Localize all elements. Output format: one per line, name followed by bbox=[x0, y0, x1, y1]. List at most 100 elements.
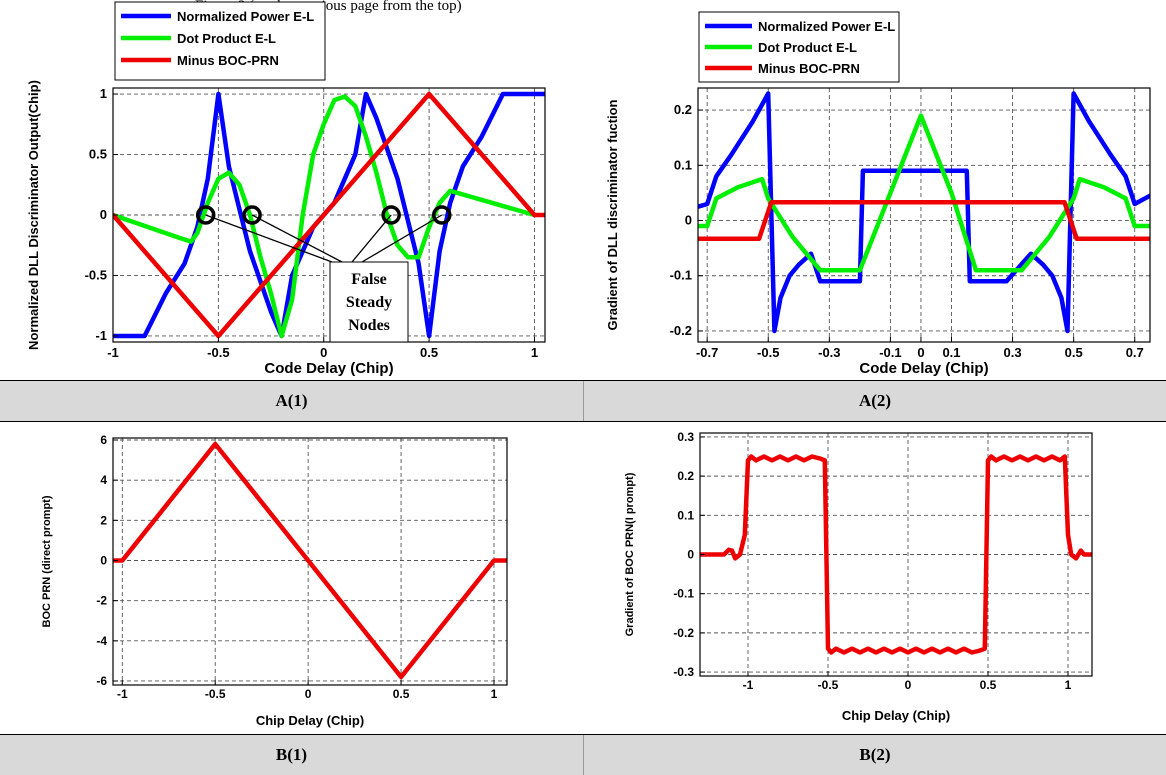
tick-labels: -1 -0.5 0 0.5 1 -1 -0.5 0 0.5 1 bbox=[85, 86, 538, 360]
y-tick-label-1: -0.2 bbox=[673, 626, 694, 640]
caption-b2: B(2) bbox=[859, 745, 891, 764]
x-tick-label-2: -0.3 bbox=[818, 345, 840, 360]
annotation-word-2: Nodes bbox=[348, 317, 390, 334]
annotation-word-1: Steady bbox=[346, 294, 392, 311]
false-steady-nodes-annotation: False Steady Nodes bbox=[195, 205, 452, 343]
chart-b1: -1 -0.5 0 0.5 1 -6 -4 -2 0 2 4 6 Chip Delay (Chip) BO… bbox=[41, 433, 508, 728]
x-tick-label-4: 0 bbox=[917, 345, 924, 360]
series-line-1 bbox=[698, 113, 1150, 273]
marker-leader-1 bbox=[251, 214, 343, 263]
y-tick-label-4: 0.2 bbox=[674, 102, 692, 117]
y-tick-label-3: 0.1 bbox=[674, 157, 692, 172]
tick-labels: -1 -0.5 0 0.5 1 -6 -4 -2 0 2 4 6 bbox=[96, 433, 497, 701]
x-tick-label-3: -0.1 bbox=[879, 345, 901, 360]
caption-b1: B(1) bbox=[275, 745, 308, 764]
row-separator bbox=[0, 421, 1166, 422]
caption-row-a: A(1) A(2) bbox=[0, 380, 1166, 421]
legend: Normalized Power E-L Dot Product E-L Minus… bbox=[114, 1, 326, 81]
x-tick-label-0: -0.7 bbox=[696, 345, 718, 360]
x-tick-label-3: 0.5 bbox=[393, 687, 410, 701]
plot-frame bbox=[112, 437, 508, 686]
legend-entry-1: Dot Product E-L bbox=[177, 31, 276, 46]
x-tick-label-3: 0.5 bbox=[980, 678, 997, 692]
series-line-0 bbox=[113, 441, 507, 680]
series-group bbox=[700, 454, 1092, 655]
x-tick-label-0: -1 bbox=[743, 678, 754, 692]
x-tick-label-8: 0.7 bbox=[1126, 345, 1144, 360]
x-tick-label-2: 0 bbox=[305, 687, 312, 701]
y-tick-label-6: 0.3 bbox=[677, 430, 694, 444]
legend-entry-2: Minus BOC-PRN bbox=[758, 61, 860, 76]
x-tick-label-0: -1 bbox=[117, 687, 128, 701]
y-tick-label-5: 0.2 bbox=[677, 469, 694, 483]
y-axis-label: Gradient of BOC PRN(I prompt) bbox=[624, 472, 636, 636]
caption-a2: A(2) bbox=[858, 391, 892, 410]
y-tick-label-2: 0 bbox=[685, 213, 692, 228]
legend-entry-0: Normalized Power E-L bbox=[177, 9, 314, 24]
x-tick-label-2: 0 bbox=[905, 678, 912, 692]
annotation-word-0: False bbox=[351, 271, 387, 288]
series-line-2 bbox=[113, 91, 545, 339]
y-tick-label-0: -0.3 bbox=[673, 665, 694, 679]
caption-a1: A(1) bbox=[275, 391, 308, 410]
caption-divider bbox=[583, 381, 584, 421]
y-tick-label-2: -2 bbox=[96, 594, 107, 608]
x-axis-label: Chip Delay (Chip) bbox=[842, 708, 950, 723]
legend-entry-2: Minus BOC-PRN bbox=[177, 53, 279, 68]
x-tick-label-7: 0.5 bbox=[1065, 345, 1083, 360]
x-tick-label-0: -1 bbox=[107, 345, 119, 360]
caption-divider bbox=[583, 735, 584, 775]
y-tick-label-4: 1 bbox=[100, 86, 107, 101]
x-tick-label-1: -0.5 bbox=[818, 678, 839, 692]
y-tick-label-0: -1 bbox=[95, 328, 107, 343]
series-line-0 bbox=[698, 91, 1150, 334]
y-tick-label-4: 2 bbox=[100, 513, 107, 527]
false-node-marker-2 bbox=[381, 205, 401, 225]
x-tick-label-1: -0.5 bbox=[205, 687, 226, 701]
legend-entry-1: Dot Product E-L bbox=[758, 40, 857, 55]
y-axis-label: Gradient of DLL discriminator fuction bbox=[605, 100, 620, 331]
x-tick-label-4: 1 bbox=[491, 687, 498, 701]
x-tick-label-3: 0.5 bbox=[420, 345, 438, 360]
false-node-marker-0 bbox=[195, 205, 216, 225]
legend: Normalized Power E-L Dot Product E-L Minus… bbox=[698, 11, 900, 83]
x-tick-label-6: 0.3 bbox=[1004, 345, 1022, 360]
x-axis-label: Chip Delay (Chip) bbox=[256, 713, 364, 728]
y-tick-label-1: -0.1 bbox=[670, 268, 692, 283]
x-tick-label-1: -0.5 bbox=[757, 345, 779, 360]
chart-a2: -0.7 -0.5 -0.3 -0.1 0 0.1 0.3 0.5 0.7 -0.2 -0.1 0 0.… bbox=[605, 11, 1151, 377]
chart-a1: -1 -0.5 0 0.5 1 -1 -0.5 0 0.5 1 Code Delay (Chip) N… bbox=[26, 1, 546, 377]
y-tick-label-0: -0.2 bbox=[670, 323, 692, 338]
tick-labels: -1 -0.5 0 0.5 1 -0.3 -0.2 -0.1 0 0.1 0.2 0.3 bbox=[673, 430, 1071, 692]
x-tick-label-4: 1 bbox=[1065, 678, 1072, 692]
x-tick-label-5: 0.1 bbox=[942, 345, 960, 360]
plot-frame bbox=[697, 87, 1151, 343]
marker-leader-2 bbox=[351, 214, 392, 263]
series-line-0 bbox=[700, 454, 1092, 655]
annotation-box bbox=[329, 261, 409, 343]
gridlines bbox=[112, 88, 545, 342]
y-tick-label-4: 0.1 bbox=[677, 508, 694, 522]
marker-leader-0 bbox=[205, 214, 333, 263]
y-tick-label-1: -0.5 bbox=[85, 267, 107, 282]
series-group bbox=[113, 441, 507, 680]
y-axis-label: Normalized DLL Discriminator Output(Chip… bbox=[26, 80, 41, 350]
marker-leader-3 bbox=[361, 214, 443, 263]
legend-entry-0: Normalized Power E-L bbox=[758, 19, 895, 34]
false-node-marker-1 bbox=[242, 205, 262, 225]
y-tick-label-5: 4 bbox=[100, 473, 107, 487]
caption-row-b: B(1) B(2) bbox=[0, 734, 1166, 775]
series-line-2 bbox=[698, 200, 1150, 241]
y-tick-label-6: 6 bbox=[100, 433, 107, 447]
x-tick-label-2: 0 bbox=[320, 345, 327, 360]
tick-labels: -0.7 -0.5 -0.3 -0.1 0 0.1 0.3 0.5 0.7 -0.2 -0.1 0 0.… bbox=[670, 102, 1144, 360]
x-axis-label: Code Delay (Chip) bbox=[264, 360, 393, 377]
false-node-marker-3 bbox=[431, 205, 452, 225]
x-tick-label-1: -0.5 bbox=[207, 345, 229, 360]
y-tick-label-3: 0 bbox=[100, 553, 107, 567]
y-tick-label-3: 0 bbox=[687, 548, 694, 562]
y-tick-label-2: 0 bbox=[100, 207, 107, 222]
y-tick-label-2: -0.1 bbox=[673, 587, 694, 601]
y-tick-label-3: 0.5 bbox=[89, 147, 107, 162]
series-group bbox=[698, 91, 1150, 334]
